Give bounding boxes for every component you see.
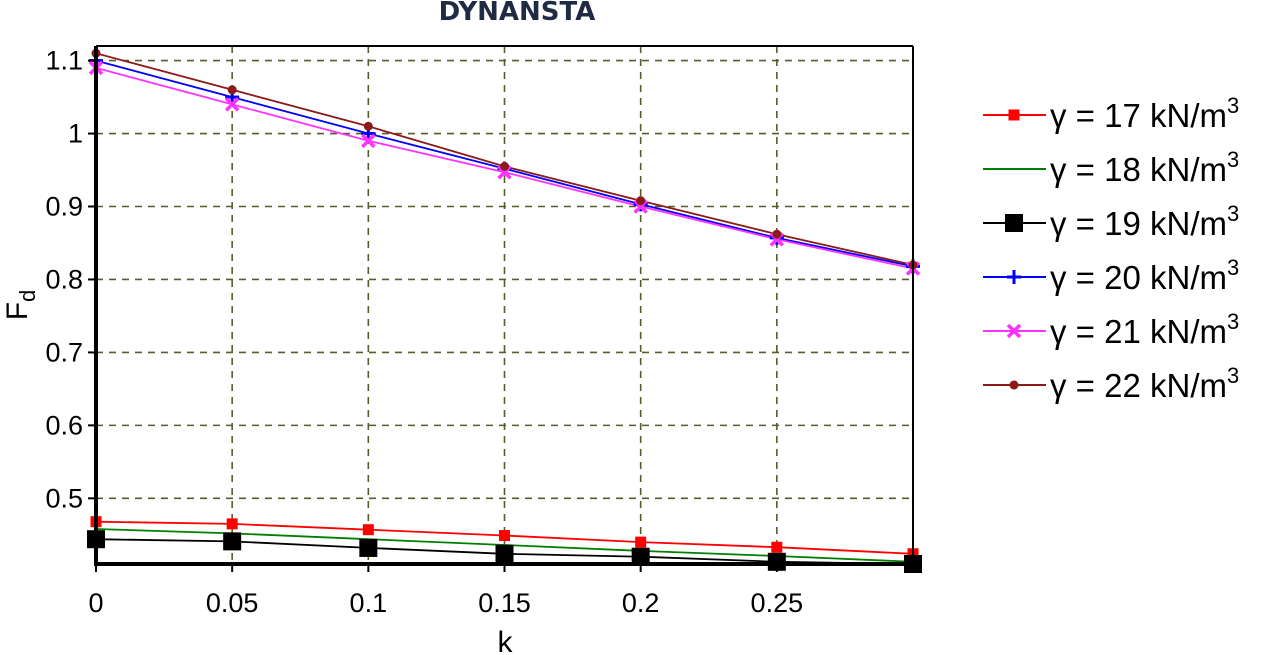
legend-label: γ = 19 kN/m3 [1050,201,1239,242]
tick-labels: 0 0.05 0.1 0.15 0.2 0.25 0.5 0.6 0.7 0.8 0.9 1 1.1 [45,46,803,618]
legend-swatch-marker [1007,270,1021,284]
grid [96,46,913,564]
legend-label: γ = 21 kN/m3 [1050,309,1239,350]
data-point [499,530,510,542]
legend-swatch-marker [1008,109,1020,121]
y-tick-label: 0.7 [45,337,83,367]
chart-title: DYNANSTA [439,0,596,27]
data-point [224,97,240,112]
legend-swatch-marker [1006,323,1022,339]
x-tick-label: 0.15 [478,588,531,618]
legend-label: γ = 22 kN/m3 [1050,363,1239,404]
data-point [636,196,646,206]
x-tick-label: 0.05 [206,588,259,618]
legend-entry: γ = 17 kN/m3 [983,93,1239,134]
data-point [495,544,514,563]
legend-swatch-marker [1005,214,1023,232]
y-tick-label: 1.1 [45,46,83,76]
legend-label: γ = 20 kN/m3 [1050,255,1239,296]
x-tick-label: 0.25 [751,588,804,618]
data-point [635,536,647,548]
y-tick-label: 1 [68,119,83,149]
y-axis-label: Fd [1,290,40,321]
data-point [767,552,786,571]
axes [88,45,914,572]
data-point [223,532,242,551]
y-axis-label-main: F [1,302,34,320]
legend-entry: γ = 18 kN/m3 [983,147,1239,188]
y-tick-label: 0.8 [45,264,83,294]
data-point [771,541,783,553]
data-point [359,538,378,557]
y-tick-label: 0.5 [45,483,83,513]
y-tick-label: 0.6 [45,410,83,440]
data-point [631,547,650,566]
x-tick-label: 0.1 [350,588,388,618]
x-axis-label: k [498,626,514,655]
data-point [226,518,238,530]
legend-label: γ = 17 kN/m3 [1050,93,1239,134]
data-point [227,85,237,95]
legend: γ = 17 kN/m3 γ = 18 kN/m3 γ = 19 kN/m3 γ = … [983,93,1239,404]
x-tick-label: 0 [88,588,103,618]
legend-entry: γ = 20 kN/m3 [983,255,1239,296]
legend-swatch-marker [1009,380,1019,390]
legend-entry: γ = 21 kN/m3 [983,309,1239,350]
y-tick-label: 0.9 [45,192,83,222]
legend-entry: γ = 19 kN/m3 [983,201,1239,242]
data-point [772,229,782,239]
x-tick-label: 0.2 [622,588,660,618]
series-markers [87,48,922,573]
data-point [361,133,376,149]
data-point [500,161,509,171]
legend-label: γ = 18 kN/m3 [1050,147,1239,188]
data-point [362,524,374,536]
y-axis-label-sub: d [15,290,40,302]
legend-entry: γ = 22 kN/m3 [983,363,1239,404]
data-point [363,121,373,131]
